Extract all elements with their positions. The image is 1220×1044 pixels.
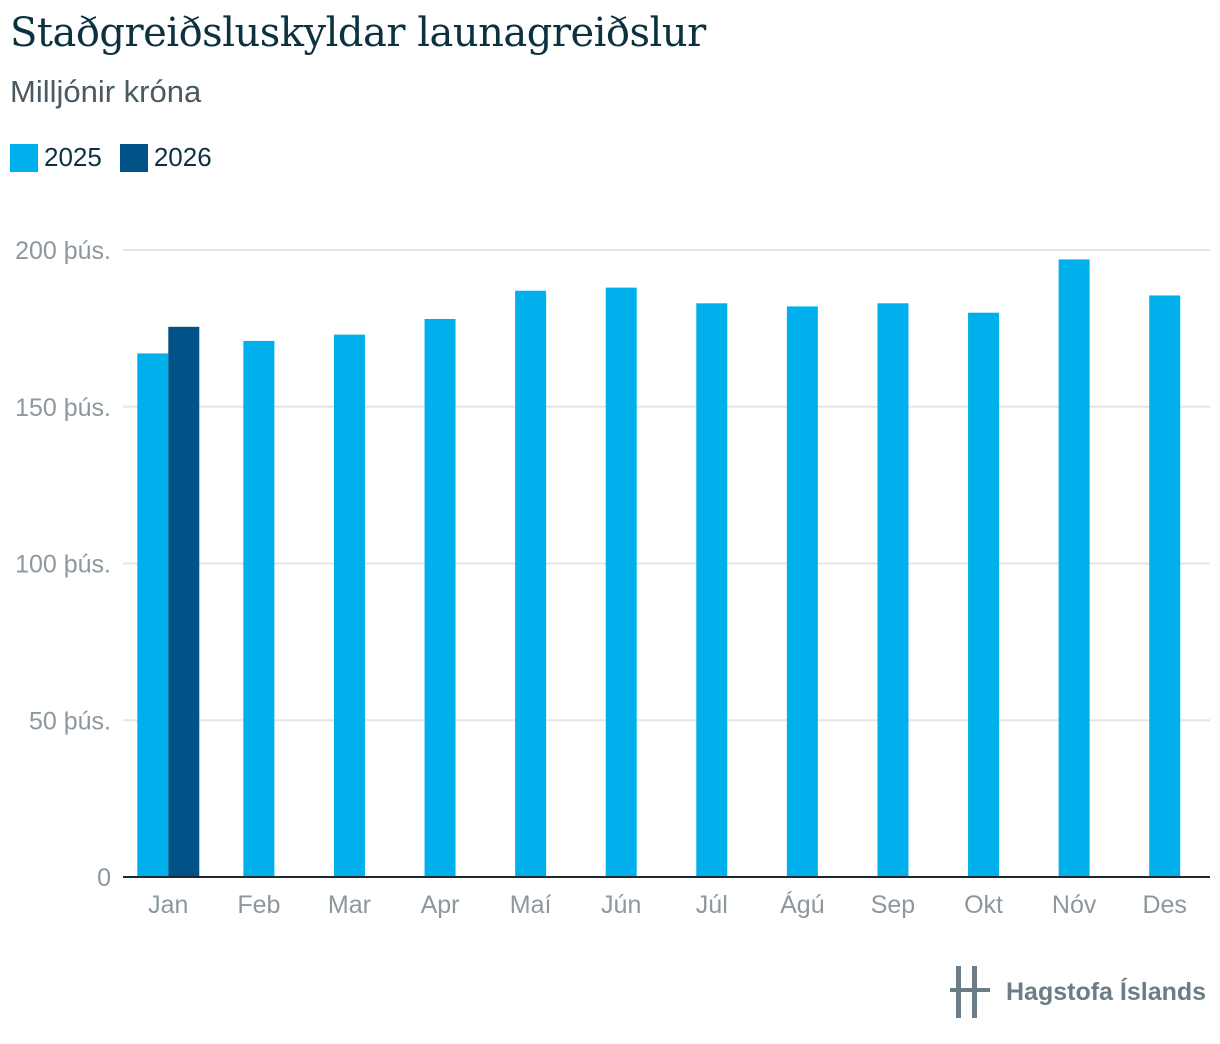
x-tick-label: Jan (148, 891, 188, 919)
x-tick-label: Nóv (1052, 891, 1097, 919)
x-tick-label: Ágú (780, 890, 824, 919)
bars (137, 259, 1181, 878)
bar-2025-Mar[interactable] (333, 334, 365, 877)
legend-swatch-2026 (119, 143, 148, 172)
x-tick-label: Júl (696, 891, 728, 919)
legend-item-2025[interactable]: 2025 (10, 142, 102, 173)
y-tick-label: 150 þús. (15, 394, 111, 422)
x-tick-label: Des (1142, 891, 1186, 919)
legend-label-2025: 2025 (44, 142, 102, 172)
x-axis-ticks: Jan Feb Mar Apr Maí Jún Júl Ágú Sep Okt Nóv Des (148, 890, 1187, 919)
bar-2025-Sep[interactable] (877, 303, 909, 877)
chart-subtitle: Milljónir króna (10, 74, 202, 109)
bar-2025-Nóv[interactable] (1058, 259, 1090, 877)
x-tick-label: Feb (237, 891, 280, 919)
chart-title: Staðgreiðsluskyldar launagreiðslur (10, 10, 706, 56)
bar-2025-Jún[interactable] (605, 287, 637, 877)
bar-2025-Apr[interactable] (424, 318, 456, 878)
bar-2025-Feb[interactable] (243, 340, 275, 877)
logo-text: Hagstofa Íslands (1006, 977, 1207, 1006)
legend-item-2026[interactable]: 2026 (119, 142, 212, 173)
x-tick-label: Apr (421, 891, 460, 919)
x-tick-label: Okt (964, 891, 1003, 919)
x-tick-label: Maí (510, 891, 552, 919)
legend: 2025 2026 (10, 142, 230, 173)
y-tick-label: 50 þús. (29, 707, 111, 735)
gridlines (123, 249, 1210, 722)
bar-2026-Jan[interactable] (168, 326, 200, 877)
bar-2025-Maí[interactable] (515, 290, 547, 877)
y-tick-label: 200 þús. (15, 237, 111, 265)
bar-2025-Des[interactable] (1149, 295, 1181, 877)
bar-2025-Júl[interactable] (696, 303, 728, 877)
y-tick-label: 0 (97, 864, 111, 892)
x-tick-label: Sep (871, 891, 915, 919)
legend-swatch-2025 (10, 143, 38, 172)
x-tick-label: Jún (601, 891, 641, 919)
bar-2025-Ágú[interactable] (786, 306, 818, 877)
hagstofa-logo-icon (950, 966, 990, 1018)
hagstofa-logo[interactable]: Hagstofa Íslands (950, 966, 1206, 1018)
x-tick-label: Mar (328, 891, 371, 919)
legend-label-2026: 2026 (153, 142, 212, 172)
y-axis-ticks: 0 50 þús. 100 þús. 150 þús. 200 þús. (15, 237, 111, 892)
y-tick-label: 100 þús. (15, 551, 111, 579)
bar-2025-Jan[interactable] (137, 353, 169, 878)
bar-2025-Okt[interactable] (968, 312, 1000, 877)
